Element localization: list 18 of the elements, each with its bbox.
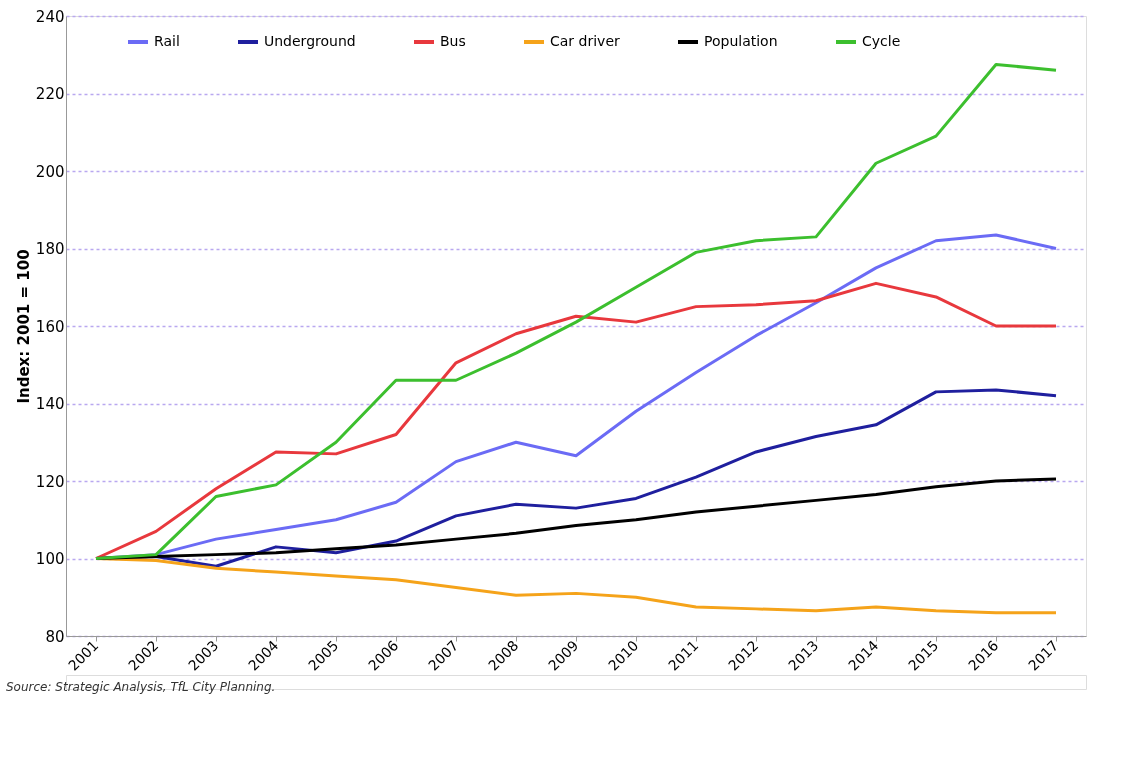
y-tick-label: 180	[35, 240, 65, 258]
legend-label: Bus	[440, 33, 466, 49]
y-tick-label: 140	[35, 395, 65, 413]
legend-label: Cycle	[862, 33, 901, 49]
y-tick-label: 120	[35, 472, 65, 491]
line-series	[94, 62, 1058, 560]
y-tick-label: 100	[35, 550, 65, 568]
y-tick-label: 80	[45, 627, 65, 646]
y-tick-label: 240	[35, 7, 65, 26]
y-tick-label: 200	[35, 162, 65, 181]
y-axis-title: Index: 2001 = 100	[14, 249, 33, 404]
legend-label: Rail	[154, 33, 180, 49]
y-tick-label: 160	[35, 317, 65, 336]
y-tick-label: 220	[35, 85, 65, 103]
legend-label: Population	[704, 33, 778, 49]
legend-label: Car driver	[550, 33, 620, 49]
legend-label: Underground	[264, 33, 356, 49]
source-note: Source: Strategic Analysis, TfL City Planning.	[6, 680, 276, 694]
